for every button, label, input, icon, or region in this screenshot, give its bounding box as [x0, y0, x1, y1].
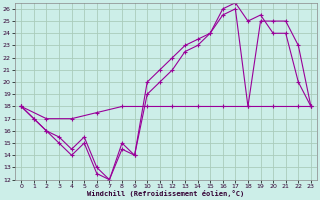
X-axis label: Windchill (Refroidissement éolien,°C): Windchill (Refroidissement éolien,°C)	[87, 190, 245, 197]
